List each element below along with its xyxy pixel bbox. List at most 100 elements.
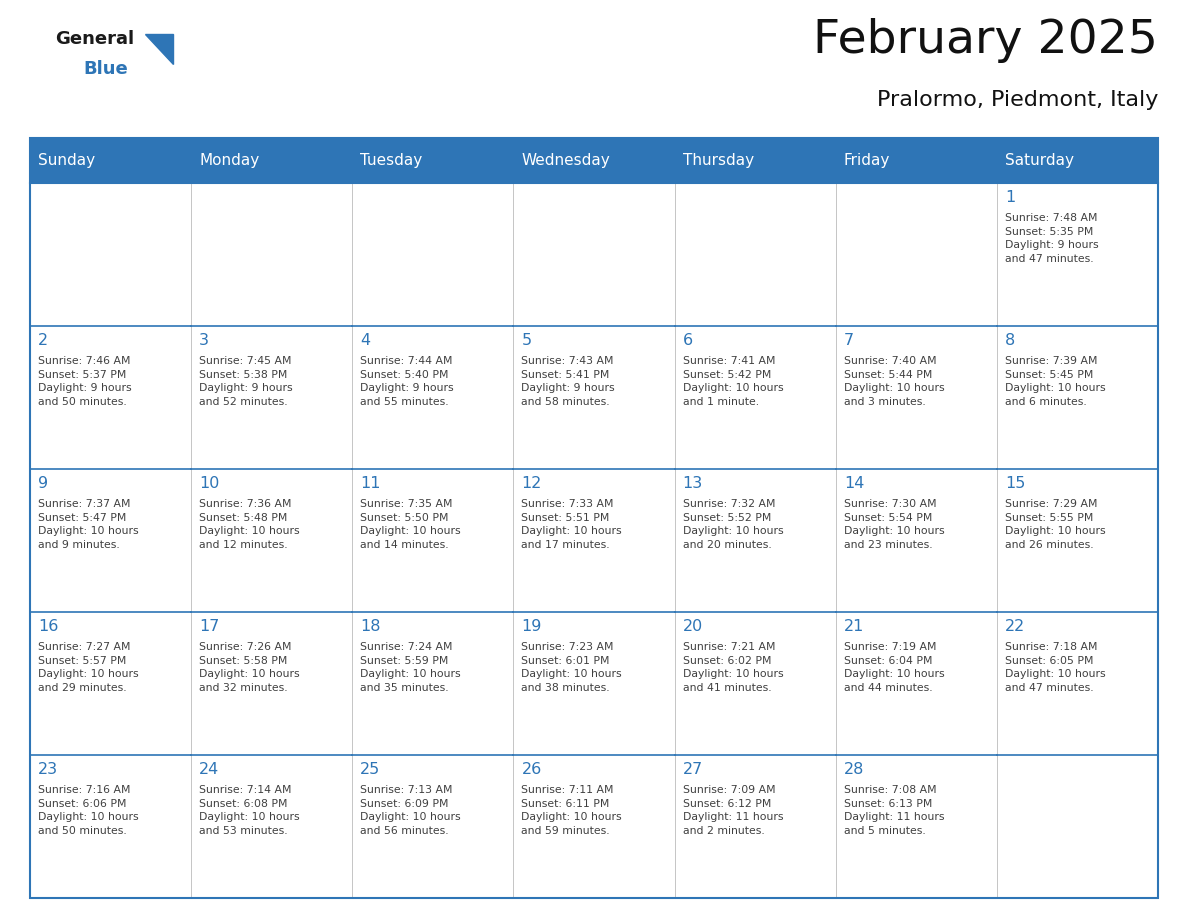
Bar: [191, 612, 353, 755]
Text: Sunrise: 7:21 AM
Sunset: 6:02 PM
Daylight: 10 hours
and 41 minutes.: Sunrise: 7:21 AM Sunset: 6:02 PM Dayligh…: [683, 642, 783, 693]
Text: 26: 26: [522, 762, 542, 777]
Bar: [675, 612, 835, 755]
Bar: [353, 755, 513, 898]
Bar: [30, 138, 1158, 898]
Bar: [997, 755, 1158, 898]
Text: 12: 12: [522, 476, 542, 491]
Text: Sunrise: 7:35 AM
Sunset: 5:50 PM
Daylight: 10 hours
and 14 minutes.: Sunrise: 7:35 AM Sunset: 5:50 PM Dayligh…: [360, 499, 461, 550]
Bar: [513, 183, 675, 326]
Text: Sunrise: 7:36 AM
Sunset: 5:48 PM
Daylight: 10 hours
and 12 minutes.: Sunrise: 7:36 AM Sunset: 5:48 PM Dayligh…: [200, 499, 299, 550]
Text: 3: 3: [200, 333, 209, 348]
Text: 11: 11: [360, 476, 381, 491]
Text: Sunrise: 7:41 AM
Sunset: 5:42 PM
Daylight: 10 hours
and 1 minute.: Sunrise: 7:41 AM Sunset: 5:42 PM Dayligh…: [683, 356, 783, 407]
Text: Saturday: Saturday: [1005, 153, 1074, 168]
Text: 20: 20: [683, 619, 703, 634]
Text: Monday: Monday: [200, 153, 259, 168]
Text: 14: 14: [843, 476, 864, 491]
Bar: [675, 755, 835, 898]
Text: Sunrise: 7:32 AM
Sunset: 5:52 PM
Daylight: 10 hours
and 20 minutes.: Sunrise: 7:32 AM Sunset: 5:52 PM Dayligh…: [683, 499, 783, 550]
Text: 9: 9: [38, 476, 49, 491]
Text: 27: 27: [683, 762, 703, 777]
Text: 24: 24: [200, 762, 220, 777]
Text: 10: 10: [200, 476, 220, 491]
Bar: [513, 612, 675, 755]
Text: Sunrise: 7:39 AM
Sunset: 5:45 PM
Daylight: 10 hours
and 6 minutes.: Sunrise: 7:39 AM Sunset: 5:45 PM Dayligh…: [1005, 356, 1106, 407]
Text: Sunrise: 7:16 AM
Sunset: 6:06 PM
Daylight: 10 hours
and 50 minutes.: Sunrise: 7:16 AM Sunset: 6:06 PM Dayligh…: [38, 785, 139, 835]
Bar: [835, 326, 997, 469]
Text: 15: 15: [1005, 476, 1025, 491]
Text: Sunrise: 7:08 AM
Sunset: 6:13 PM
Daylight: 11 hours
and 5 minutes.: Sunrise: 7:08 AM Sunset: 6:13 PM Dayligh…: [843, 785, 944, 835]
Bar: [191, 326, 353, 469]
Text: Sunrise: 7:46 AM
Sunset: 5:37 PM
Daylight: 9 hours
and 50 minutes.: Sunrise: 7:46 AM Sunset: 5:37 PM Dayligh…: [38, 356, 132, 407]
Bar: [30, 183, 191, 326]
Text: Sunrise: 7:14 AM
Sunset: 6:08 PM
Daylight: 10 hours
and 53 minutes.: Sunrise: 7:14 AM Sunset: 6:08 PM Dayligh…: [200, 785, 299, 835]
Text: 25: 25: [360, 762, 380, 777]
Bar: [997, 612, 1158, 755]
Bar: [997, 326, 1158, 469]
Text: Sunrise: 7:29 AM
Sunset: 5:55 PM
Daylight: 10 hours
and 26 minutes.: Sunrise: 7:29 AM Sunset: 5:55 PM Dayligh…: [1005, 499, 1106, 550]
Bar: [675, 469, 835, 612]
Text: Sunrise: 7:33 AM
Sunset: 5:51 PM
Daylight: 10 hours
and 17 minutes.: Sunrise: 7:33 AM Sunset: 5:51 PM Dayligh…: [522, 499, 623, 550]
Bar: [675, 138, 835, 183]
Bar: [30, 138, 191, 183]
Text: Sunrise: 7:43 AM
Sunset: 5:41 PM
Daylight: 9 hours
and 58 minutes.: Sunrise: 7:43 AM Sunset: 5:41 PM Dayligh…: [522, 356, 615, 407]
Text: 19: 19: [522, 619, 542, 634]
Text: Sunrise: 7:26 AM
Sunset: 5:58 PM
Daylight: 10 hours
and 32 minutes.: Sunrise: 7:26 AM Sunset: 5:58 PM Dayligh…: [200, 642, 299, 693]
Bar: [353, 612, 513, 755]
Text: Sunrise: 7:37 AM
Sunset: 5:47 PM
Daylight: 10 hours
and 9 minutes.: Sunrise: 7:37 AM Sunset: 5:47 PM Dayligh…: [38, 499, 139, 550]
Bar: [675, 183, 835, 326]
Bar: [997, 138, 1158, 183]
Text: 16: 16: [38, 619, 58, 634]
Bar: [835, 469, 997, 612]
Text: 21: 21: [843, 619, 864, 634]
Bar: [353, 138, 513, 183]
Text: Sunrise: 7:40 AM
Sunset: 5:44 PM
Daylight: 10 hours
and 3 minutes.: Sunrise: 7:40 AM Sunset: 5:44 PM Dayligh…: [843, 356, 944, 407]
Text: Blue: Blue: [83, 60, 128, 78]
Bar: [30, 326, 191, 469]
Text: 2: 2: [38, 333, 49, 348]
Text: Sunrise: 7:13 AM
Sunset: 6:09 PM
Daylight: 10 hours
and 56 minutes.: Sunrise: 7:13 AM Sunset: 6:09 PM Dayligh…: [360, 785, 461, 835]
Polygon shape: [145, 34, 173, 64]
Bar: [835, 612, 997, 755]
Text: Sunrise: 7:27 AM
Sunset: 5:57 PM
Daylight: 10 hours
and 29 minutes.: Sunrise: 7:27 AM Sunset: 5:57 PM Dayligh…: [38, 642, 139, 693]
Bar: [191, 755, 353, 898]
Text: Sunrise: 7:23 AM
Sunset: 6:01 PM
Daylight: 10 hours
and 38 minutes.: Sunrise: 7:23 AM Sunset: 6:01 PM Dayligh…: [522, 642, 623, 693]
Text: Sunrise: 7:45 AM
Sunset: 5:38 PM
Daylight: 9 hours
and 52 minutes.: Sunrise: 7:45 AM Sunset: 5:38 PM Dayligh…: [200, 356, 292, 407]
Text: Thursday: Thursday: [683, 153, 753, 168]
Bar: [513, 469, 675, 612]
Text: Tuesday: Tuesday: [360, 153, 423, 168]
Bar: [191, 138, 353, 183]
Bar: [191, 183, 353, 326]
Bar: [30, 755, 191, 898]
Bar: [353, 469, 513, 612]
Text: Wednesday: Wednesday: [522, 153, 611, 168]
Text: 1: 1: [1005, 190, 1016, 205]
Text: Sunrise: 7:11 AM
Sunset: 6:11 PM
Daylight: 10 hours
and 59 minutes.: Sunrise: 7:11 AM Sunset: 6:11 PM Dayligh…: [522, 785, 623, 835]
Text: Friday: Friday: [843, 153, 890, 168]
Bar: [997, 183, 1158, 326]
Text: Sunrise: 7:19 AM
Sunset: 6:04 PM
Daylight: 10 hours
and 44 minutes.: Sunrise: 7:19 AM Sunset: 6:04 PM Dayligh…: [843, 642, 944, 693]
Text: 17: 17: [200, 619, 220, 634]
Text: Sunrise: 7:44 AM
Sunset: 5:40 PM
Daylight: 9 hours
and 55 minutes.: Sunrise: 7:44 AM Sunset: 5:40 PM Dayligh…: [360, 356, 454, 407]
Text: Sunrise: 7:18 AM
Sunset: 6:05 PM
Daylight: 10 hours
and 47 minutes.: Sunrise: 7:18 AM Sunset: 6:05 PM Dayligh…: [1005, 642, 1106, 693]
Text: 28: 28: [843, 762, 864, 777]
Text: 22: 22: [1005, 619, 1025, 634]
Text: 4: 4: [360, 333, 371, 348]
Bar: [513, 755, 675, 898]
Text: 7: 7: [843, 333, 854, 348]
Bar: [353, 183, 513, 326]
Text: 6: 6: [683, 333, 693, 348]
Text: 13: 13: [683, 476, 703, 491]
Text: 18: 18: [360, 619, 381, 634]
Bar: [191, 469, 353, 612]
Bar: [675, 326, 835, 469]
Text: February 2025: February 2025: [813, 18, 1158, 63]
Bar: [353, 326, 513, 469]
Text: Sunrise: 7:48 AM
Sunset: 5:35 PM
Daylight: 9 hours
and 47 minutes.: Sunrise: 7:48 AM Sunset: 5:35 PM Dayligh…: [1005, 213, 1099, 263]
Text: 8: 8: [1005, 333, 1016, 348]
Bar: [513, 326, 675, 469]
Text: Pralormo, Piedmont, Italy: Pralormo, Piedmont, Italy: [877, 90, 1158, 110]
Text: 5: 5: [522, 333, 531, 348]
Text: General: General: [55, 30, 134, 48]
Text: Sunrise: 7:30 AM
Sunset: 5:54 PM
Daylight: 10 hours
and 23 minutes.: Sunrise: 7:30 AM Sunset: 5:54 PM Dayligh…: [843, 499, 944, 550]
